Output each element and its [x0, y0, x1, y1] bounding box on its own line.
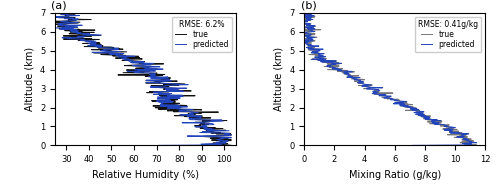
- Legend: true, predicted: true, predicted: [172, 17, 232, 52]
- predicted: [86, 33, 92, 35]
- true: [146, 66, 152, 68]
- true: [228, 144, 234, 146]
- Line: true: true: [55, 13, 231, 145]
- true: [321, 65, 327, 68]
- true: [150, 65, 156, 68]
- predicted: [156, 144, 162, 146]
- true: [306, 12, 312, 14]
- predicted: [157, 65, 163, 68]
- Text: (a): (a): [52, 0, 67, 10]
- predicted: [306, 33, 312, 35]
- predicted: [304, 24, 310, 26]
- Line: predicted: predicted: [304, 13, 476, 145]
- true: [225, 144, 231, 146]
- predicted: [410, 144, 416, 146]
- X-axis label: Mixing Ratio (g/kg): Mixing Ratio (g/kg): [348, 170, 441, 180]
- true: [144, 63, 150, 65]
- predicted: [324, 65, 330, 68]
- Y-axis label: Altitude (km): Altitude (km): [24, 47, 34, 111]
- predicted: [219, 144, 225, 146]
- predicted: [329, 66, 335, 68]
- predicted: [52, 12, 58, 14]
- X-axis label: Relative Humidity (%): Relative Humidity (%): [92, 170, 199, 180]
- predicted: [79, 24, 85, 26]
- true: [461, 144, 467, 146]
- Line: predicted: predicted: [55, 13, 231, 145]
- true: [64, 24, 70, 26]
- true: [329, 63, 335, 65]
- predicted: [333, 63, 339, 65]
- true: [312, 33, 318, 35]
- Y-axis label: Altitude (km): Altitude (km): [274, 47, 283, 111]
- predicted: [140, 63, 146, 65]
- true: [66, 33, 72, 35]
- predicted: [304, 12, 310, 14]
- true: [474, 144, 480, 146]
- true: [68, 12, 74, 14]
- Text: (b): (b): [300, 0, 316, 10]
- true: [307, 24, 313, 26]
- Line: true: true: [304, 13, 476, 145]
- predicted: [157, 66, 163, 68]
- true: [330, 66, 336, 68]
- predicted: [465, 144, 471, 146]
- Legend: true, predicted: true, predicted: [415, 17, 481, 52]
